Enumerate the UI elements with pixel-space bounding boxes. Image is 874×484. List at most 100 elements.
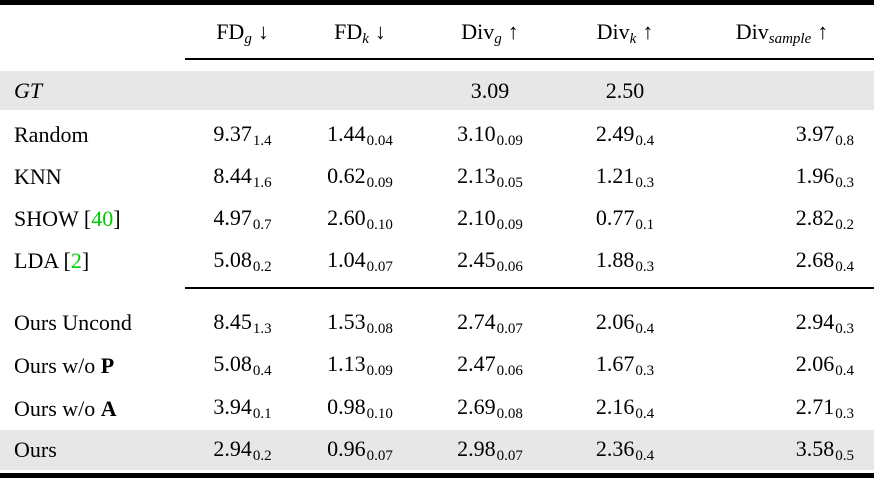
cell-std-subscript: 0.3 [635,363,655,379]
cell-value: 2.47 [457,351,496,376]
cell-std-subscript: 0.07 [366,258,393,275]
citation-link[interactable]: 40 [91,206,114,231]
table-cell: 2.450.06 [420,240,560,282]
cell-std-subscript: 0.07 [366,447,393,464]
cell-std-subscript: 0.2 [252,447,272,464]
row-label-text: LDA [ [14,248,71,273]
cell-std-subscript: 0.06 [496,363,523,379]
cell-std-subscript: 0.1 [252,406,272,422]
table-cell [690,71,874,110]
table-row: Ours 2.940.2 0.960.07 2.980.07 2.360.4 3.580.… [0,430,874,470]
cell-value: 2.69 [457,394,496,419]
row-label: KNN [0,156,185,198]
metric-name: FD [334,19,363,44]
metric-subscript: sample [768,31,812,47]
cell-std-subscript: 0.10 [366,406,393,422]
table-cell: 1.670.3 [560,344,690,387]
cell-std-subscript: 0.3 [835,406,854,422]
table-cell: 2.060.4 [560,302,690,344]
cell-std-subscript: 0.4 [835,363,854,379]
table-bottom-rule [0,473,874,478]
row-spacer [0,60,874,71]
table-cell: 2.360.4 [560,430,690,470]
cell-value: 1.96 [795,162,835,188]
metric-name: Div [735,19,769,44]
row-label: Ours Uncond [0,302,185,344]
table-row: Ours w/o P 5.080.4 1.130.09 2.470.06 1.670.3… [0,344,874,387]
cell-std-subscript: 0.2 [835,216,854,233]
row-label: SHOW [40] [0,198,185,240]
table-cell: 2.940.2 [185,430,300,470]
section-divider-rule [0,287,874,302]
table-row: SHOW [40] 4.970.7 2.600.10 2.100.09 0.770.1 2… [0,198,874,240]
table-cell: 8.451.3 [185,302,300,344]
table-cell [300,71,420,110]
cell-value: 2.06 [795,351,835,376]
cell-std-subscript: 0.3 [635,258,655,275]
cell-value: 2.13 [457,162,496,188]
cell-value: 2.16 [595,394,635,419]
cell-value: 5.08 [213,246,252,272]
cell-value: 2.36 [595,435,635,461]
cell-value: 2.94 [213,435,252,461]
cell-std-subscript: 0.5 [835,447,854,464]
table-cell: 2.690.08 [420,387,560,430]
cell-value: 3.10 [457,120,496,146]
cell-value: 0.62 [327,162,366,188]
metric-subscript: g [244,31,252,47]
row-label: Random [0,114,185,156]
cell-std-subscript: 0.09 [496,132,523,149]
cell-value: 1.88 [595,246,635,272]
cell-std-subscript: 0.09 [366,174,393,191]
table-cell: 2.100.09 [420,198,560,240]
cell-std-subscript: 0.4 [252,363,272,379]
row-label-text: A [100,395,117,421]
table-cell: 3.940.1 [185,387,300,430]
row-label: Ours w/o P [0,344,185,387]
metric-subscript: k [629,31,637,47]
cell-value: 0.98 [327,394,366,419]
table-cell: 4.970.7 [185,198,300,240]
cell-value: 2.50 [605,77,645,103]
cell-value: 1.13 [327,351,366,376]
citation-link[interactable]: 2 [70,248,82,273]
table-cell: 2.980.07 [420,430,560,470]
column-header-fd-k: FDk ↓ [300,5,420,60]
table-row: Random 9.371.4 1.440.04 3.100.09 2.490.4 3.97… [0,114,874,156]
cell-value: 2.49 [595,120,635,146]
arrow-up-icon: ↑ [507,19,519,44]
cell-value: 2.74 [457,308,496,334]
cell-std-subscript: 1.6 [252,174,272,191]
metric-name: Div [596,19,630,44]
cell-std-subscript: 0.08 [496,406,523,422]
cell-std-subscript: 0.09 [366,363,393,379]
row-label-text: Ours w/o [14,395,101,421]
table-row: KNN 8.441.6 0.620.09 2.130.05 1.210.3 1.960.3 [0,156,874,198]
row-label-text: Ours w/o [14,352,101,378]
table-cell: 1.440.04 [300,114,420,156]
cell-value: 3.97 [795,120,835,146]
cell-value: 2.68 [795,246,835,272]
table-cell: 2.600.10 [300,198,420,240]
table-cell: 2.740.07 [420,302,560,344]
table-cell: 0.980.10 [300,387,420,430]
table-cell: 0.620.09 [300,156,420,198]
results-table: FDg ↓ FDk ↓ Divg ↑ Divk ↑ Divsample ↑ GT 3.09 2.50 R… [0,5,874,470]
row-label-text: Ours Uncond [14,310,132,335]
table-cell: 2.710.3 [690,387,874,430]
metric-subscript: k [362,31,369,47]
cell-value: 1.04 [327,246,366,272]
table-cell: 2.130.05 [420,156,560,198]
table-row: Ours w/o A 3.940.1 0.980.10 2.690.08 2.160.4… [0,387,874,430]
cell-value: 2.98 [457,435,496,461]
table-cell: 1.130.09 [300,344,420,387]
row-label: GT [0,71,185,110]
row-label-text: SHOW [ [14,206,92,231]
cell-std-subscript: 0.3 [835,174,854,191]
cell-std-subscript: 0.08 [366,320,393,337]
table-top-rule [0,0,874,5]
arrow-up-icon: ↑ [817,19,829,44]
table-cell: 2.160.4 [560,387,690,430]
cell-value: 2.45 [457,246,496,272]
row-label-text: KNN [14,164,62,189]
